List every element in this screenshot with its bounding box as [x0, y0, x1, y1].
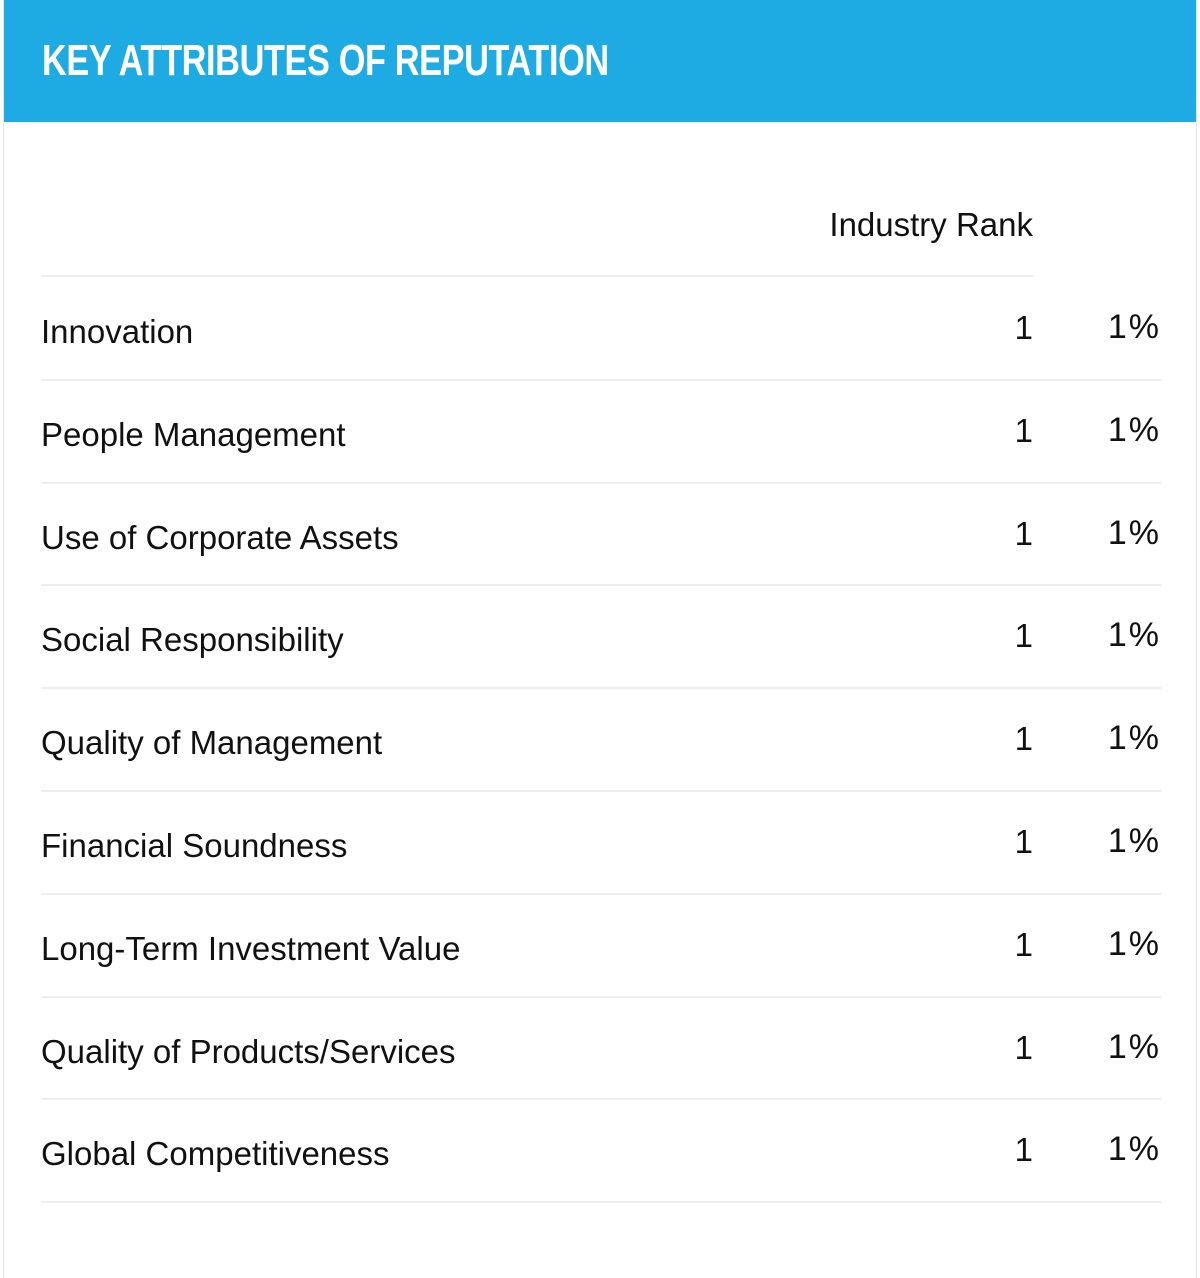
attribute-label: Global Competitiveness — [41, 1135, 390, 1173]
attribute-label: Quality of Products/Services — [41, 1032, 456, 1070]
attribute-label: Innovation — [41, 313, 194, 350]
attribute-label: Social Responsibility — [41, 621, 344, 659]
industry-rank-value: 1 — [1014, 720, 1033, 758]
industry-rank-value: 1 — [1014, 411, 1033, 449]
industry-rank-value: 1 — [1014, 1131, 1033, 1169]
attribute-label: Long-Term Investment Value — [41, 929, 461, 967]
attribute-label: People Management — [41, 415, 346, 453]
percent-value: 1% — [1107, 924, 1161, 963]
card-header: KEY ATTRIBUTES OF REPUTATION — [4, 0, 1196, 122]
percent-value: 1% — [1107, 513, 1161, 552]
attribute-label: Use of Corporate Assets — [41, 518, 399, 556]
industry-rank-value: 1 — [1014, 309, 1033, 346]
percent-value: 1% — [1107, 1130, 1161, 1169]
percent-value: 1% — [1107, 410, 1161, 449]
industry-rank-value: 1 — [1014, 925, 1033, 963]
table-row: People Management 1 1% — [41, 381, 1161, 484]
percent-value: 1% — [1107, 308, 1161, 346]
table-row: Global Competitiveness 1 1% — [41, 1100, 1161, 1204]
attribute-label: Quality of Management — [41, 724, 383, 762]
table-row: Quality of Management 1 1% — [41, 689, 1161, 792]
table-row: Financial Soundness 1 1% — [41, 792, 1161, 895]
percent-value: 1% — [1107, 616, 1161, 655]
industry-rank-value: 1 — [1014, 514, 1033, 552]
industry-rank-value: 1 — [1014, 822, 1033, 860]
percent-value: 1% — [1107, 719, 1161, 758]
attributes-table: Innovation 1 1% People Management 1 1% U… — [41, 278, 1161, 1204]
attribute-label: Financial Soundness — [41, 826, 348, 864]
table-row: Quality of Products/Services 1 1% — [41, 998, 1161, 1101]
table-row: Use of Corporate Assets 1 1% — [41, 484, 1161, 587]
percent-value: 1% — [1107, 821, 1161, 860]
table-row: Innovation 1 1% — [41, 278, 1161, 381]
table-row: Long-Term Investment Value 1 1% — [41, 895, 1161, 998]
table-row: Social Responsibility 1 1% — [41, 586, 1161, 690]
reputation-card: KEY ATTRIBUTES OF REPUTATION Industry Ra… — [3, 0, 1197, 1278]
card-title: KEY ATTRIBUTES OF REPUTATION — [42, 36, 609, 85]
percent-value: 1% — [1107, 1027, 1161, 1066]
industry-rank-value: 1 — [1014, 617, 1033, 655]
industry-rank-column-label: Industry Rank — [829, 206, 1033, 243]
table-column-header: Industry Rank — [41, 195, 1033, 277]
industry-rank-value: 1 — [1014, 1028, 1033, 1066]
